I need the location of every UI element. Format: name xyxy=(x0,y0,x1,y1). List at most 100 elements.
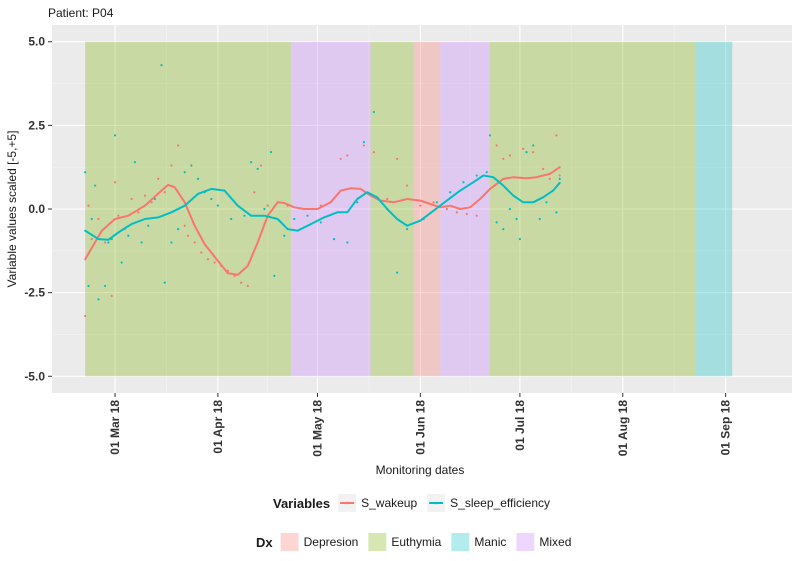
point-s-sleep-efficiency xyxy=(87,284,90,288)
point-s-wakeup xyxy=(396,157,399,160)
point-s-sleep-efficiency xyxy=(283,234,286,237)
point-s-sleep-efficiency xyxy=(127,234,130,237)
legend-title: Dx xyxy=(256,535,273,550)
point-s-wakeup xyxy=(266,204,269,207)
point-s-wakeup xyxy=(163,191,166,194)
point-s-wakeup xyxy=(339,157,342,160)
point-s-wakeup xyxy=(186,234,190,237)
legend-title: Variables xyxy=(273,496,330,511)
point-s-wakeup xyxy=(113,181,117,184)
point-s-wakeup xyxy=(200,251,203,254)
point-s-sleep-efficiency xyxy=(485,171,488,174)
x-tick-label: 01 Jul 18 xyxy=(513,400,527,451)
point-s-sleep-efficiency xyxy=(396,271,399,274)
point-s-wakeup xyxy=(150,201,153,204)
point-s-wakeup xyxy=(259,164,263,167)
point-s-wakeup xyxy=(419,204,422,207)
point-s-sleep-efficiency xyxy=(243,214,246,217)
point-s-wakeup xyxy=(213,261,216,264)
point-s-sleep-efficiency xyxy=(502,227,505,231)
point-s-wakeup xyxy=(522,147,525,150)
point-s-sleep-efficiency xyxy=(140,241,143,244)
point-s-sleep-efficiency xyxy=(190,164,193,167)
y-tick-label: -5.0 xyxy=(24,369,45,383)
point-s-sleep-efficiency xyxy=(216,204,220,207)
point-s-wakeup xyxy=(253,191,256,194)
point-s-wakeup xyxy=(508,154,512,157)
legend-dot-s-sleep-efficiency xyxy=(434,501,438,505)
point-s-sleep-efficiency xyxy=(372,110,375,114)
point-s-sleep-efficiency xyxy=(306,214,309,217)
point-s-wakeup xyxy=(193,241,196,244)
point-s-wakeup xyxy=(90,238,93,241)
legend-key-mixed xyxy=(516,533,535,551)
point-s-wakeup xyxy=(170,164,173,167)
point-s-wakeup xyxy=(542,167,545,170)
point-s-sleep-efficiency xyxy=(362,140,366,144)
point-s-sleep-efficiency xyxy=(508,207,512,211)
point-s-sleep-efficiency xyxy=(346,241,349,244)
point-s-sleep-efficiency xyxy=(462,181,465,184)
x-tick-label: 01 Sep 18 xyxy=(719,400,733,456)
point-s-wakeup xyxy=(97,217,100,221)
point-s-wakeup xyxy=(103,241,107,244)
point-s-sleep-efficiency xyxy=(263,207,266,211)
point-s-wakeup xyxy=(117,214,120,217)
point-s-wakeup xyxy=(137,211,140,214)
point-s-sleep-efficiency xyxy=(488,134,492,137)
point-s-sleep-efficiency xyxy=(163,281,166,284)
point-s-sleep-efficiency xyxy=(210,197,213,201)
y-tick-label: 5.0 xyxy=(28,35,45,49)
point-s-sleep-efficiency xyxy=(356,201,359,204)
legend-dot-s-wakeup xyxy=(345,501,349,505)
point-s-sleep-efficiency xyxy=(293,217,296,221)
point-s-sleep-efficiency xyxy=(532,144,535,147)
x-tick-label: 01 Aug 18 xyxy=(616,400,630,457)
point-s-wakeup xyxy=(362,144,366,147)
point-s-wakeup xyxy=(130,197,133,201)
point-s-sleep-efficiency xyxy=(94,184,97,187)
band-euthymia xyxy=(490,41,696,377)
major-gridlines xyxy=(52,25,792,393)
legend-label-s-wakeup: S_wakeup xyxy=(361,496,417,510)
point-s-sleep-efficiency xyxy=(183,171,186,174)
point-s-sleep-efficiency xyxy=(97,298,100,301)
point-s-sleep-efficiency xyxy=(538,217,541,221)
point-s-wakeup xyxy=(432,201,435,204)
point-s-wakeup xyxy=(555,134,558,137)
point-s-wakeup xyxy=(240,281,243,284)
legend-variables: Variables S_wakeup S_sleep_efficiency xyxy=(273,494,550,512)
legend-label-depresion: Depresion xyxy=(304,535,359,549)
point-s-sleep-efficiency xyxy=(250,161,253,164)
point-s-sleep-efficiency xyxy=(319,221,322,224)
y-axis: 5.0 2.5 0.0 -2.5 -5.0 xyxy=(24,35,52,383)
y-tick-label: -2.5 xyxy=(24,286,45,300)
point-s-wakeup xyxy=(110,294,113,298)
line-s-sleep-efficiency xyxy=(84,174,561,241)
x-axis-title: Monitoring dates xyxy=(376,463,465,477)
point-s-wakeup xyxy=(455,211,458,214)
point-s-wakeup xyxy=(548,177,551,180)
x-tick-label: 01 May 18 xyxy=(310,400,324,457)
legend-key-euthymia xyxy=(368,533,387,551)
chart-title: Patient: P04 xyxy=(48,6,114,20)
point-s-wakeup xyxy=(405,184,409,187)
x-tick-label: 01 Mar 18 xyxy=(108,400,122,455)
point-s-sleep-efficiency xyxy=(515,217,518,221)
band-manic xyxy=(695,41,733,377)
point-s-sleep-efficiency xyxy=(196,177,200,180)
point-s-sleep-efficiency xyxy=(435,201,439,204)
x-tick-label: 01 Apr 18 xyxy=(211,400,225,454)
x-axis: 01 Mar 18 01 Apr 18 01 May 18 01 Jun 18 01 J… xyxy=(108,393,733,457)
point-s-sleep-efficiency xyxy=(518,238,521,241)
point-s-wakeup xyxy=(157,177,160,180)
point-s-wakeup xyxy=(532,151,535,154)
point-s-sleep-efficiency xyxy=(147,224,150,227)
point-s-sleep-efficiency xyxy=(495,221,498,224)
point-s-wakeup xyxy=(495,144,498,147)
legend-label-manic: Manic xyxy=(474,535,506,549)
legend-label-mixed: Mixed xyxy=(539,535,571,549)
legend-key-manic xyxy=(451,533,470,551)
point-s-wakeup xyxy=(176,144,180,147)
point-s-sleep-efficiency xyxy=(558,177,561,180)
